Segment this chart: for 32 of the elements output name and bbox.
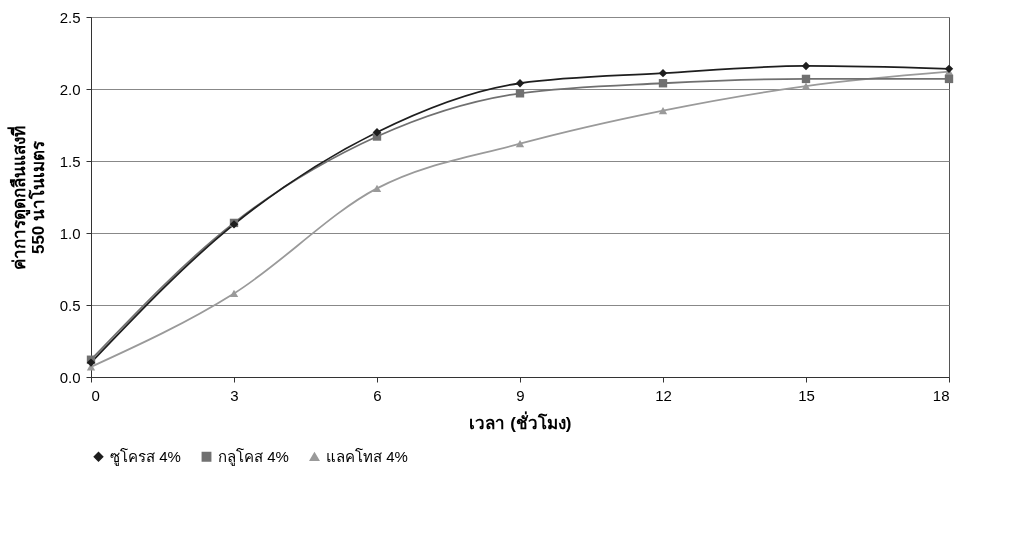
x-tick-label: 18 xyxy=(932,386,950,404)
point xyxy=(658,79,668,88)
point xyxy=(801,61,811,71)
legend-label: แลคโทส 4% xyxy=(326,447,408,465)
point xyxy=(372,184,382,192)
y-tick-label: 1.5 xyxy=(59,152,81,170)
point xyxy=(515,89,525,98)
x-tick-label: 12 xyxy=(655,386,672,404)
point xyxy=(515,140,525,148)
y-tick-label: 2.5 xyxy=(59,8,81,26)
legend-label: กลูโคส 4% xyxy=(218,447,289,466)
point xyxy=(658,106,668,115)
point xyxy=(515,79,525,88)
point xyxy=(801,82,811,90)
legend-label: ซูโครส 4% xyxy=(110,447,181,466)
point xyxy=(944,74,954,84)
point xyxy=(372,128,382,137)
x-tick-label: 6 xyxy=(373,386,382,404)
x-tick-label: 0 xyxy=(91,386,100,404)
point xyxy=(801,74,811,84)
y-axis-title: ค่าการดูดกลืนแสงที่ 550 นาโนเมตร xyxy=(6,125,48,270)
y-tick-label: 1.0 xyxy=(59,224,81,242)
x-tick-label: 15 xyxy=(798,386,815,404)
point xyxy=(229,289,239,298)
point xyxy=(658,68,668,78)
x-tick-label: 3 xyxy=(230,386,239,404)
y-tick-label: 0.0 xyxy=(59,368,81,386)
y-tick-label: 2.0 xyxy=(59,80,81,98)
y-tick-label: 0.5 xyxy=(59,296,81,314)
point xyxy=(944,64,954,74)
x-tick-label: 9 xyxy=(516,386,525,404)
x-axis-title: เวลา (ชั่วโมง) xyxy=(469,410,572,433)
